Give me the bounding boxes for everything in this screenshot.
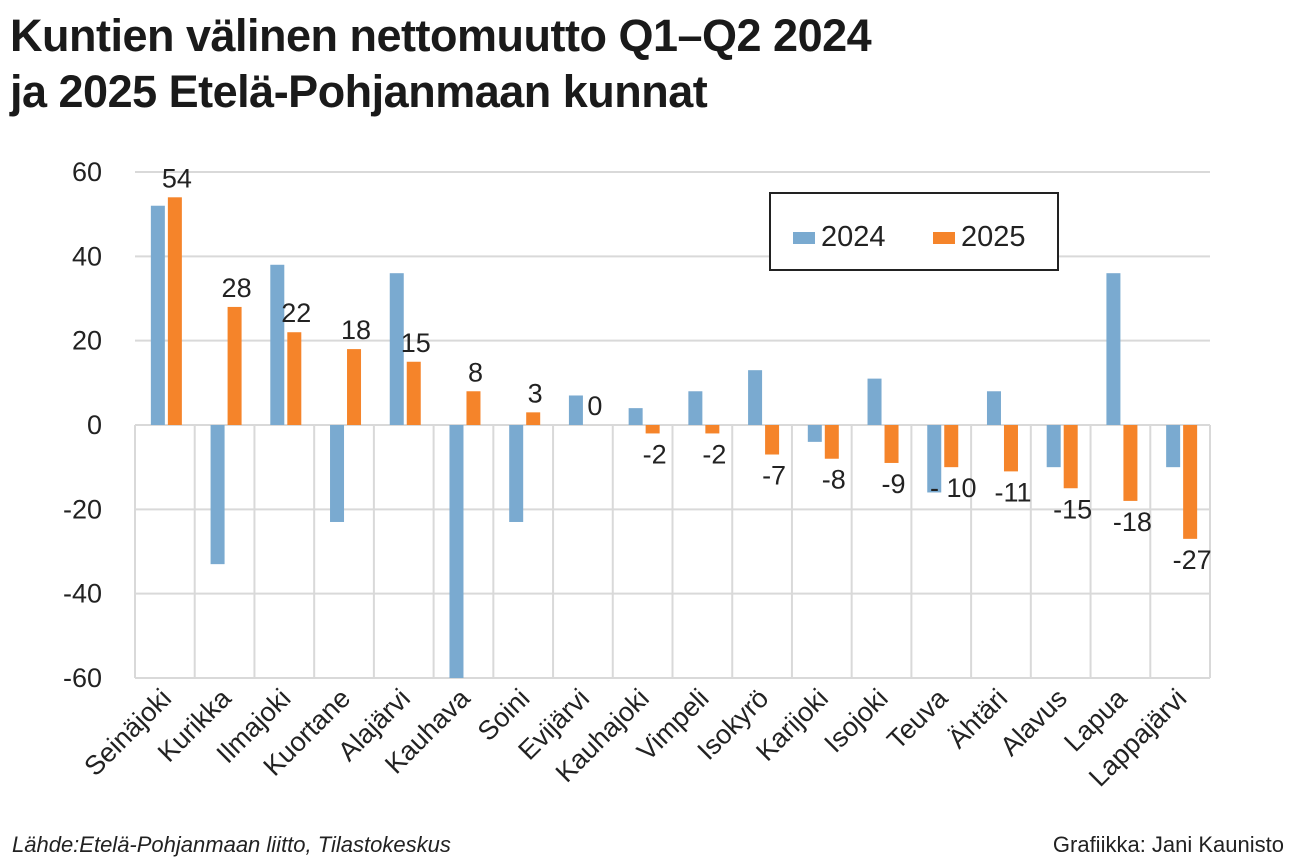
bar-2024 <box>1106 273 1121 425</box>
data-label: -2 <box>702 439 726 469</box>
y-tick-label: 40 <box>72 241 102 271</box>
x-tick-label: Alavus <box>994 683 1073 762</box>
data-label: -18 <box>1113 507 1152 537</box>
x-tick-label: Isojoki <box>818 683 893 758</box>
bar-2024 <box>867 378 882 425</box>
y-tick-label: -20 <box>63 494 102 524</box>
bar-2024 <box>389 273 404 425</box>
data-label: 15 <box>401 328 431 358</box>
data-label: 54 <box>162 163 192 193</box>
bar-2024 <box>1046 425 1061 468</box>
bar-2025 <box>406 361 421 425</box>
x-tick-label: Seinäjoki <box>78 683 177 782</box>
bar-2025 <box>466 391 481 425</box>
data-label: -9 <box>882 469 906 499</box>
data-label: 18 <box>341 315 371 345</box>
bar-2025 <box>824 425 839 459</box>
data-label: -11 <box>994 477 1031 507</box>
y-tick-label: -60 <box>63 663 102 693</box>
bar-2025 <box>1123 425 1138 501</box>
title-line: Kuntien välinen nettomuutto Q1–Q2 2024 <box>10 10 872 61</box>
data-label: 3 <box>528 378 543 408</box>
legend-swatch-2025 <box>933 232 955 244</box>
bar-2025 <box>1063 425 1078 489</box>
bar-2024 <box>568 395 583 425</box>
bar-2024 <box>688 391 703 425</box>
legend-label: 2025 <box>961 221 1026 253</box>
bar-2024 <box>449 425 464 678</box>
data-label: 22 <box>281 298 311 328</box>
y-tick-label: -40 <box>63 579 102 609</box>
data-label: 8 <box>468 357 483 387</box>
bar-2025 <box>526 412 541 425</box>
bar-2024 <box>210 425 225 565</box>
data-label: 0 <box>587 391 602 421</box>
bar-2025 <box>884 425 899 463</box>
y-tick-label: 20 <box>72 326 102 356</box>
legend-label: 2024 <box>821 221 886 253</box>
y-tick-label: 60 <box>72 157 102 187</box>
bar-2025 <box>944 425 959 468</box>
data-label: -27 <box>1173 545 1212 575</box>
bar-2025 <box>227 306 242 425</box>
bar-2025 <box>645 425 660 434</box>
bar-2024 <box>748 370 763 425</box>
title-line: ja 2025 Etelä-Pohjanmaan kunnat <box>10 66 708 117</box>
data-label: -15 <box>1053 494 1092 524</box>
bar-2024 <box>807 425 822 442</box>
bar-2024 <box>628 408 643 425</box>
y-tick-label: 0 <box>87 410 102 440</box>
data-label: -8 <box>822 465 846 495</box>
x-tick-label: Teuva <box>881 682 954 755</box>
bar-2025 <box>765 425 780 455</box>
data-label: 28 <box>222 273 252 303</box>
bar-2024 <box>150 205 165 425</box>
legend-swatch-2024 <box>793 232 815 244</box>
bar-2025 <box>287 332 302 425</box>
bar-2024 <box>927 425 942 493</box>
bar-2025 <box>167 197 182 425</box>
bar-2025 <box>347 349 362 425</box>
data-label: -2 <box>643 439 667 469</box>
data-label: -7 <box>762 461 786 491</box>
bar-2024 <box>330 425 345 522</box>
bar-2024 <box>270 264 285 425</box>
bar-2025 <box>1183 425 1198 539</box>
bar-2024 <box>1166 425 1181 468</box>
source-note: Lähde:Etelä-Pohjanmaan liitto, Tilastoke… <box>12 832 451 857</box>
credit-note: Grafiikka: Jani Kaunisto <box>1052 832 1284 857</box>
bar-2025 <box>1003 425 1018 472</box>
legend-box <box>769 192 1059 271</box>
bar-2025 <box>705 425 720 434</box>
bar-2024 <box>509 425 524 522</box>
chart-title: Kuntien välinen nettomuutto Q1–Q2 2024 ja… <box>10 8 872 120</box>
bar-2024 <box>986 391 1001 425</box>
data-label: - 10 <box>930 473 977 503</box>
